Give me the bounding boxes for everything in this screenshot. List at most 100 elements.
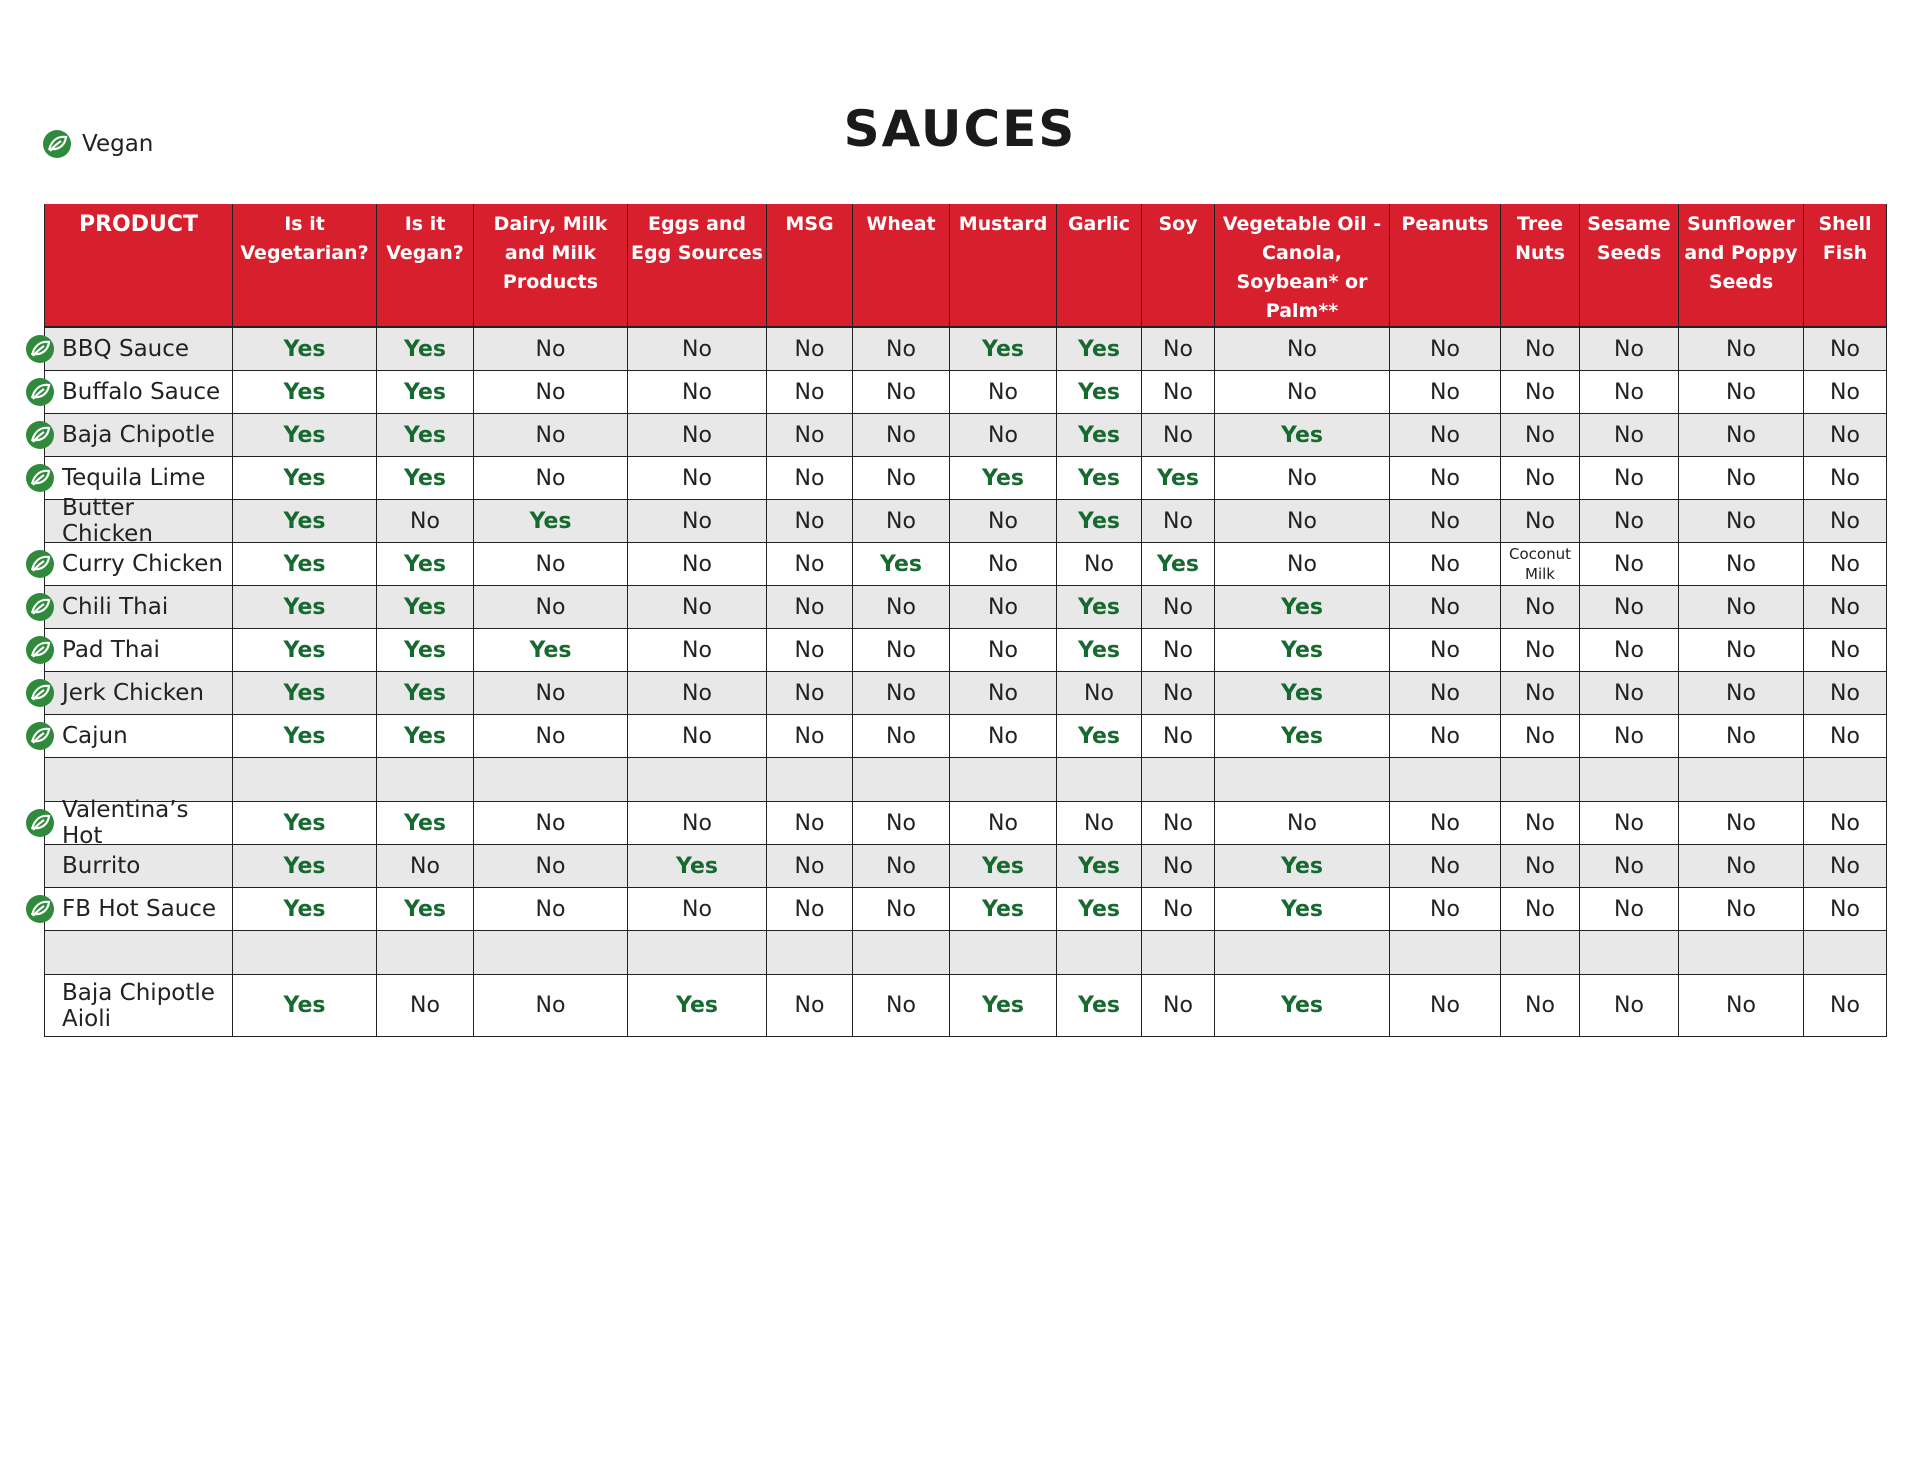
answer-cell: No [853, 975, 950, 1037]
answer-cell: No [1215, 802, 1390, 845]
vegan-icon [26, 421, 54, 449]
answer-cell: No [1142, 629, 1215, 672]
answer-cell: Yes [233, 888, 377, 931]
answer-cell: No [1679, 328, 1804, 371]
product-cell: Pad Thai [26, 629, 233, 672]
answer-cell: No [1804, 500, 1887, 543]
answer-cell: Yes [233, 371, 377, 414]
answer-cell: Yes [377, 328, 474, 371]
answer-cell: No [1142, 414, 1215, 457]
spacer-cell [377, 758, 474, 802]
answer-cell: No [474, 543, 628, 586]
answer-cell: No [1804, 586, 1887, 629]
spacer-cell [767, 758, 853, 802]
title: SAUCES [843, 100, 1077, 158]
answer-cell: No [950, 414, 1057, 457]
answer-cell: No [1215, 371, 1390, 414]
answer-cell: No [1390, 457, 1501, 500]
answer-cell: No [1215, 543, 1390, 586]
product-name: Jerk Chicken [62, 680, 204, 706]
answer-cell: No [1057, 802, 1142, 845]
product-name: Baja Chipotle [62, 422, 215, 448]
answer-cell: Yes [853, 543, 950, 586]
answer-cell: Yes [1215, 629, 1390, 672]
answer-cell: Yes [950, 328, 1057, 371]
column-header: Vegetable Oil - Canola, Soybean* or Palm… [1215, 204, 1390, 328]
answer-cell: Yes [377, 715, 474, 758]
answer-cell: No [853, 672, 950, 715]
answer-cell: Yes [233, 672, 377, 715]
answer-cell: No [1804, 414, 1887, 457]
answer-cell: No [767, 715, 853, 758]
answer-cell: Yes [1057, 715, 1142, 758]
answer-cell: No [767, 629, 853, 672]
answer-cell: No [1501, 975, 1580, 1037]
spacer-cell [44, 931, 233, 975]
column-header: PRODUCT [44, 204, 233, 328]
spacer-cell [1501, 931, 1580, 975]
answer-cell: Yes [233, 845, 377, 888]
column-header: Sunflower and Poppy Seeds [1679, 204, 1804, 328]
answer-cell: Yes [950, 457, 1057, 500]
answer-cell: Yes [1057, 845, 1142, 888]
answer-cell: No [1679, 802, 1804, 845]
column-header: Soy [1142, 204, 1215, 328]
answer-cell: No [1501, 414, 1580, 457]
answer-cell: Yes [1057, 586, 1142, 629]
column-header: Sesame Seeds [1580, 204, 1679, 328]
answer-cell: No [474, 888, 628, 931]
answer-cell: No [1142, 672, 1215, 715]
answer-cell: No [628, 414, 767, 457]
answer-cell: No [628, 672, 767, 715]
column-header: Shell Fish [1804, 204, 1887, 328]
answer-cell: No [1679, 457, 1804, 500]
product-cell: Burrito [44, 845, 233, 888]
answer-cell: Yes [233, 457, 377, 500]
answer-cell: No [474, 414, 628, 457]
column-header: Dairy, Milk and Milk Products [474, 204, 628, 328]
answer-cell: No [1215, 328, 1390, 371]
answer-cell: No [1679, 629, 1804, 672]
answer-cell: No [767, 845, 853, 888]
legend-label: Vegan [82, 131, 154, 157]
answer-cell: No [628, 888, 767, 931]
answer-cell: No [474, 975, 628, 1037]
vegan-icon [26, 593, 54, 621]
answer-cell: Yes [377, 371, 474, 414]
product-cell: Curry Chicken [26, 543, 233, 586]
answer-cell: No [628, 543, 767, 586]
product-cell: Jerk Chicken [26, 672, 233, 715]
answer-cell: No [767, 975, 853, 1037]
answer-cell: No [1057, 672, 1142, 715]
answer-cell: Yes [950, 975, 1057, 1037]
answer-cell: No [474, 586, 628, 629]
answer-cell: Yes [377, 802, 474, 845]
answer-cell: No [1390, 845, 1501, 888]
answer-cell: No [377, 845, 474, 888]
answer-cell: No [1390, 414, 1501, 457]
answer-cell: No [1804, 975, 1887, 1037]
answer-cell: No [1142, 888, 1215, 931]
spacer-cell [1142, 931, 1215, 975]
answer-cell: No [1580, 586, 1679, 629]
answer-cell: No [767, 888, 853, 931]
answer-cell: Yes [377, 672, 474, 715]
spacer-cell [1142, 758, 1215, 802]
answer-cell: No [1804, 888, 1887, 931]
answer-cell: Yes [1215, 672, 1390, 715]
answer-cell: No [1804, 802, 1887, 845]
answer-cell: No [1390, 629, 1501, 672]
answer-cell: Yes [233, 328, 377, 371]
answer-cell: No [1679, 845, 1804, 888]
answer-cell: No [1142, 975, 1215, 1037]
answer-cell: Yes [233, 715, 377, 758]
answer-cell: Yes [474, 500, 628, 543]
answer-cell: Yes [377, 457, 474, 500]
legend: Vegan [42, 129, 153, 159]
answer-cell: No [853, 802, 950, 845]
answer-cell: No [767, 371, 853, 414]
answer-cell: Yes [1057, 414, 1142, 457]
answer-cell: Yes [1057, 328, 1142, 371]
answer-cell: No [1580, 672, 1679, 715]
product-name: Tequila Lime [62, 465, 206, 491]
